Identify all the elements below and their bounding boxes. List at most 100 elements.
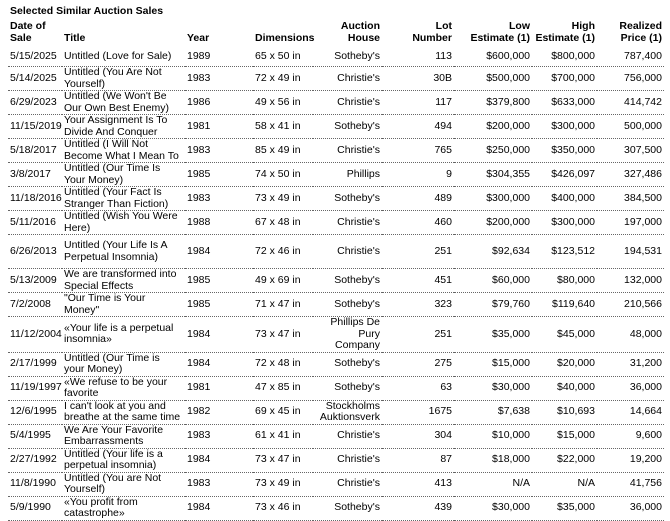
cell-low-estimate: $200,000: [454, 114, 532, 139]
cell-date-of-sale: 7/2/2008: [8, 292, 62, 317]
cell-high-estimate: $350,000: [532, 138, 597, 163]
cell-year: 1981: [185, 114, 253, 139]
cell-dimensions: 73 x 47 in: [253, 448, 313, 473]
cell-high-estimate: $40,000: [532, 376, 597, 401]
cell-year: 1981: [185, 376, 253, 401]
cell-date-of-sale: 11/19/1997: [8, 376, 62, 401]
cell-high-estimate: $300,000: [532, 210, 597, 235]
cell-low-estimate: $30,000: [454, 376, 532, 401]
cell-dimensions: 49 x 69 in: [253, 268, 313, 293]
cell-auction-house: Christie's: [313, 234, 382, 269]
cell-dimensions: 47 x 85 in: [253, 376, 313, 401]
column-header-year: Year: [185, 17, 253, 47]
cell-date-of-sale: 5/13/2009: [8, 268, 62, 293]
cell-realized-price: 9,600: [597, 424, 664, 449]
cell-title: Untitled (Our Time is your Money): [62, 352, 185, 377]
table-row: 11/18/2016 Untitled (Your Fact Is Strange…: [8, 186, 664, 211]
header-row: Date of Sale Title Year Dimensions Auction Ho…: [8, 17, 664, 47]
table-row: 6/26/2013 Untitled (Your Life Is A Perpet…: [8, 234, 664, 269]
cell-lot-number: 494: [382, 114, 454, 139]
cell-year: 1984: [185, 234, 253, 269]
cell-realized-price: 327,486: [597, 162, 664, 187]
cell-auction-house: Christie's: [313, 210, 382, 235]
table-row: 11/12/2004 «Your life is a perpetual inso…: [8, 316, 664, 353]
table-row: 5/11/2016 Untitled (Wish You Were Here) 19…: [8, 210, 664, 235]
table-row: 5/13/2009 We are transformed into Special…: [8, 268, 664, 293]
column-header-text: High: [571, 20, 595, 32]
cell-date-of-sale: 5/11/2016: [8, 210, 62, 235]
cell-realized-price: 48,000: [597, 316, 664, 353]
table-row: 5/18/2017 Untitled (I Will Not Become Wha…: [8, 138, 664, 163]
column-header-text: Realized: [619, 20, 662, 32]
cell-date-of-sale: 3/8/2017: [8, 162, 62, 187]
cell-year: 1983: [185, 66, 253, 91]
cell-dimensions: 72 x 46 in: [253, 234, 313, 269]
cell-realized-price: 197,000: [597, 210, 664, 235]
cell-realized-price: 756,000: [597, 66, 664, 91]
cell-date-of-sale: 6/29/2023: [8, 90, 62, 115]
cell-year: 1984: [185, 316, 253, 353]
cell-year: 1989: [185, 47, 253, 67]
table-row: 5/15/2025 Untitled (Love for Sale) 1989 65 …: [8, 47, 664, 67]
cell-high-estimate: $123,512: [532, 234, 597, 269]
cell-high-estimate: $119,640: [532, 292, 597, 317]
cell-low-estimate: $200,000: [454, 210, 532, 235]
column-header-text: Lot: [435, 20, 452, 32]
cell-dimensions: 69 x 45 in: [253, 400, 313, 425]
column-header-text: Low: [509, 20, 530, 32]
cell-high-estimate: $800,000: [532, 47, 597, 67]
cell-high-estimate: $45,000: [532, 316, 597, 353]
cell-year: 1985: [185, 292, 253, 317]
cell-low-estimate: $15,000: [454, 352, 532, 377]
cell-lot-number: 30B: [382, 66, 454, 91]
cell-low-estimate: $379,800: [454, 90, 532, 115]
column-header-auction-house: Auction House: [313, 17, 382, 47]
cell-realized-price: 36,000: [597, 376, 664, 401]
column-header-dimensions: Dimensions: [253, 17, 315, 47]
cell-realized-price: 307,500: [597, 138, 664, 163]
section-title: Selected Similar Auction Sales: [10, 5, 164, 17]
cell-low-estimate: $30,000: [454, 496, 532, 521]
column-header-lot-number: Lot Number: [382, 17, 454, 47]
table-row: 12/6/1995 I can't look at you and breathe…: [8, 400, 664, 425]
cell-low-estimate: $60,000: [454, 268, 532, 293]
cell-dimensions: 74 x 50 in: [253, 162, 313, 187]
cell-lot-number: 451: [382, 268, 454, 293]
cell-title: Untitled (You Are Not Yourself): [62, 66, 185, 91]
cell-auction-house: Sotheby's: [313, 376, 382, 401]
cell-low-estimate: $35,000: [454, 316, 532, 353]
column-header-date-of-sale: Date of Sale: [8, 17, 62, 47]
cell-lot-number: 460: [382, 210, 454, 235]
cell-auction-house: Christie's: [313, 448, 382, 473]
cell-title: Untitled (Wish You Were Here): [62, 210, 185, 235]
column-header-text: House: [347, 32, 380, 44]
cell-high-estimate: $300,000: [532, 114, 597, 139]
cell-realized-price: 787,400: [597, 47, 664, 67]
column-header-text: Dimensions: [255, 32, 315, 44]
column-header-text: Date of Sale: [10, 20, 46, 44]
table-row: 11/15/2019 Your Assignment Is To Divide A…: [8, 114, 664, 139]
column-header-text: Estimate (1): [535, 32, 595, 44]
cell-year: 1988: [185, 210, 253, 235]
cell-auction-house: Sotheby's: [313, 114, 382, 139]
cell-title: «You profit from catastrophe»: [62, 496, 185, 521]
cell-auction-house: Sotheby's: [313, 292, 382, 317]
cell-low-estimate: $92,634: [454, 234, 532, 269]
cell-date-of-sale: 6/26/2013: [8, 234, 62, 269]
cell-dimensions: 65 x 50 in: [253, 47, 313, 67]
cell-low-estimate: $7,638: [454, 400, 532, 425]
cell-lot-number: 413: [382, 472, 454, 497]
column-header-low-estimate: Low Estimate (1): [454, 17, 532, 47]
cell-dimensions: 85 x 49 in: [253, 138, 313, 163]
cell-auction-house: Phillips: [313, 162, 382, 187]
cell-realized-price: 31,200: [597, 352, 664, 377]
cell-realized-price: 132,000: [597, 268, 664, 293]
cell-auction-house: Christie's: [313, 472, 382, 497]
cell-lot-number: 9: [382, 162, 454, 187]
cell-title: I can't look at you and breathe at the s…: [62, 400, 185, 425]
cell-auction-house: Phillips De Pury Company: [313, 316, 382, 353]
cell-realized-price: 41,756: [597, 472, 664, 497]
cell-date-of-sale: 11/15/2019: [8, 114, 62, 139]
cell-high-estimate: $22,000: [532, 448, 597, 473]
table-row: 2/17/1999 Untitled (Our Time is your Mone…: [8, 352, 664, 377]
